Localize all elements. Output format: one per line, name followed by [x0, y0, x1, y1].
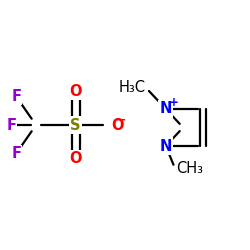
Text: F: F — [11, 89, 21, 104]
Text: O: O — [112, 118, 124, 132]
Text: N: N — [160, 138, 172, 154]
Text: F: F — [6, 118, 16, 132]
Text: S: S — [70, 118, 81, 132]
Text: H₃C: H₃C — [119, 80, 146, 96]
Text: F: F — [11, 146, 21, 161]
Text: +: + — [169, 96, 179, 108]
Text: N: N — [160, 102, 172, 116]
Text: O: O — [69, 151, 82, 166]
Text: −: − — [115, 113, 126, 126]
Text: CH₃: CH₃ — [176, 161, 203, 176]
Text: O: O — [69, 84, 82, 99]
